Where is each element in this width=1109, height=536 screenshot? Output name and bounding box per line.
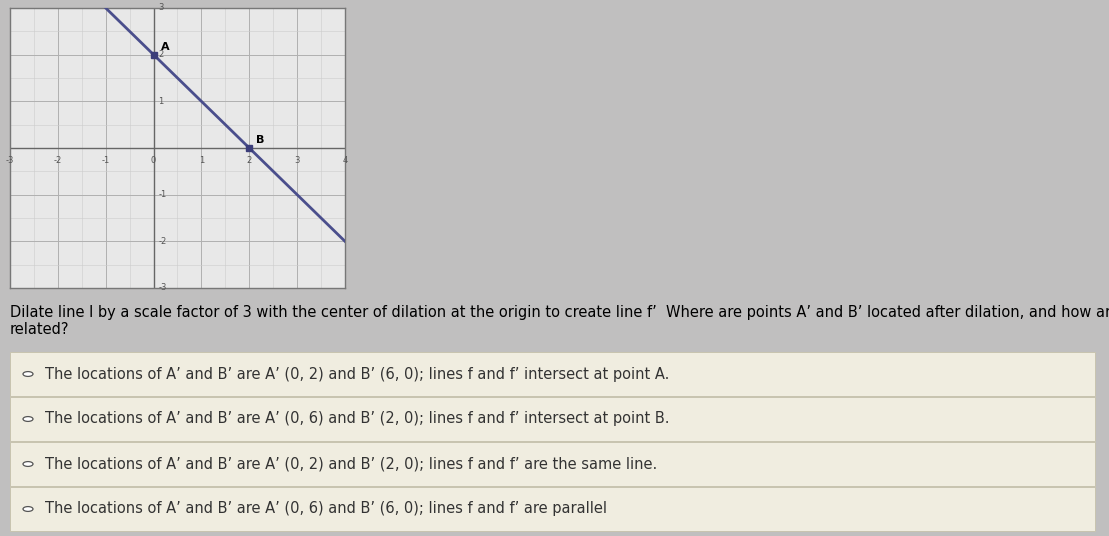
Text: 4: 4 <box>343 157 347 166</box>
Text: The locations of A’ and B’ are A’ (0, 2) and B’ (6, 0); lines f and f’ intersect: The locations of A’ and B’ are A’ (0, 2)… <box>45 367 670 382</box>
Text: -3: -3 <box>159 284 166 293</box>
Text: Dilate line l by a scale factor of 3 with the center of dilation at the origin t: Dilate line l by a scale factor of 3 wit… <box>10 305 1109 337</box>
Text: 1: 1 <box>199 157 204 166</box>
Text: 3: 3 <box>295 157 299 166</box>
Text: 0: 0 <box>151 157 156 166</box>
Text: B: B <box>256 135 265 145</box>
Text: 2: 2 <box>159 50 164 59</box>
Text: The locations of A’ and B’ are A’ (0, 6) and B’ (6, 0); lines f and f’ are paral: The locations of A’ and B’ are A’ (0, 6)… <box>45 502 607 517</box>
Text: -1: -1 <box>102 157 110 166</box>
Text: -3: -3 <box>6 157 14 166</box>
Text: 2: 2 <box>246 157 252 166</box>
Text: 1: 1 <box>159 97 164 106</box>
Text: A: A <box>161 42 170 52</box>
Text: -1: -1 <box>159 190 166 199</box>
Text: The locations of A’ and B’ are A’ (0, 2) and B’ (2, 0); lines f and f’ are the s: The locations of A’ and B’ are A’ (0, 2)… <box>45 457 658 472</box>
Text: -2: -2 <box>159 237 166 246</box>
Text: The locations of A’ and B’ are A’ (0, 6) and B’ (2, 0); lines f and f’ intersect: The locations of A’ and B’ are A’ (0, 6)… <box>45 412 670 427</box>
Text: -2: -2 <box>53 157 62 166</box>
Text: 3: 3 <box>159 4 164 12</box>
